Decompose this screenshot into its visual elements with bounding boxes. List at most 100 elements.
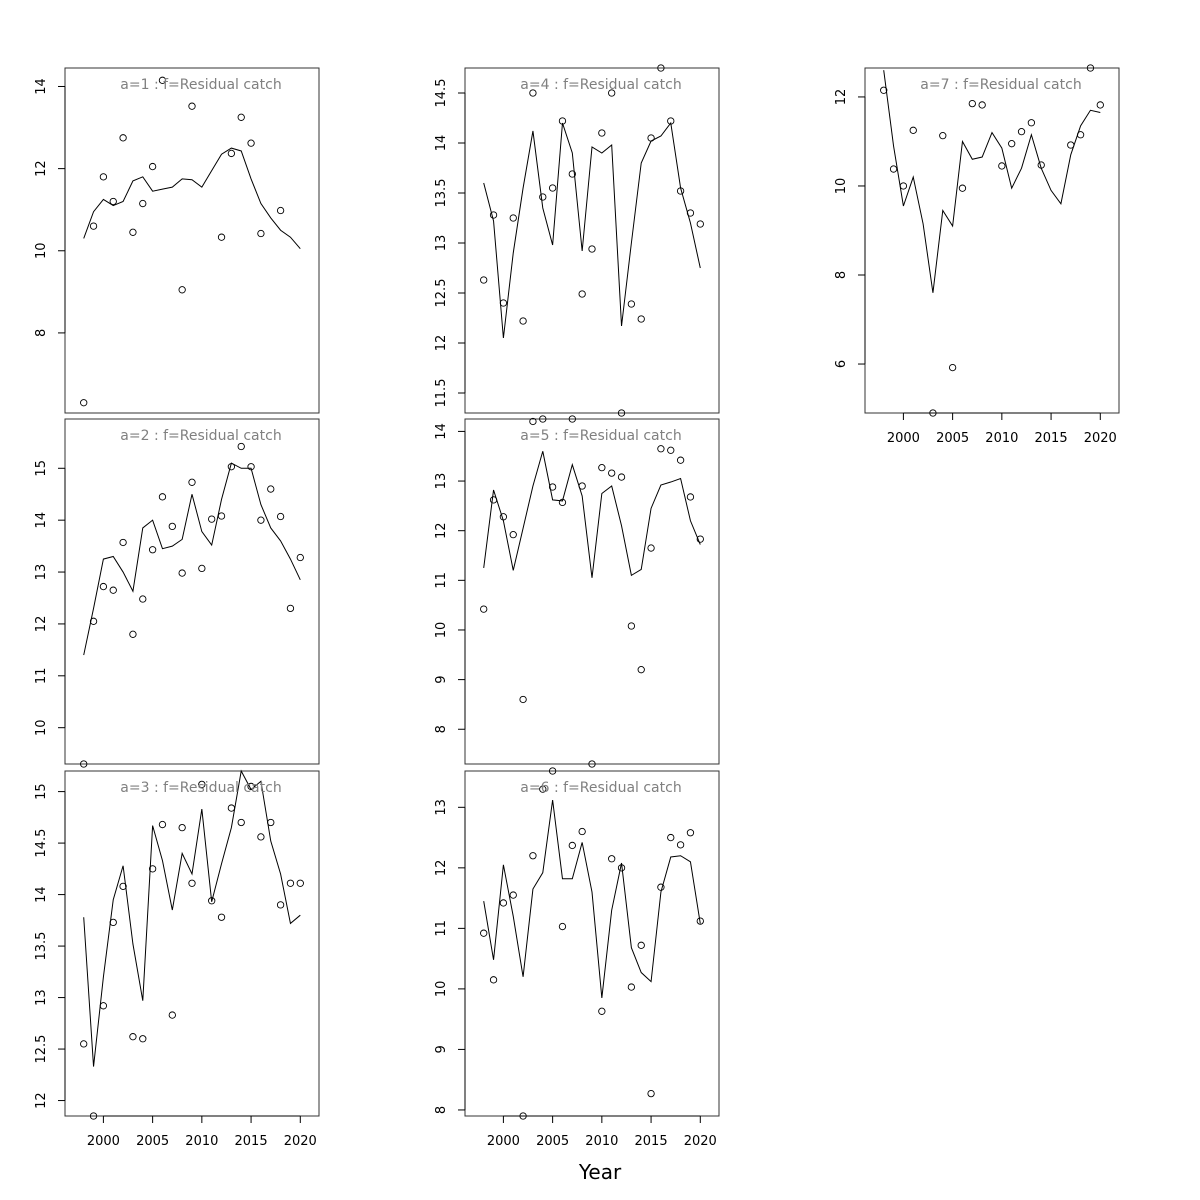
observed-point [676, 187, 685, 195]
observed-points [80, 780, 304, 1120]
x-tick-label: 2000 [887, 431, 920, 446]
y-tick-label: 12 [34, 160, 49, 177]
observed-point [667, 446, 675, 454]
observed-point [89, 222, 98, 230]
observed-point [237, 113, 245, 121]
observed-point [598, 1007, 606, 1015]
observed-point [617, 409, 626, 417]
observed-point [509, 891, 517, 899]
x-tick-label: 2010 [185, 1134, 218, 1149]
y-tick-label: 14 [34, 78, 49, 95]
panel-frame [464, 67, 720, 414]
observed-point [578, 482, 586, 490]
observed-point [188, 102, 196, 110]
observed-point [257, 229, 265, 238]
observed-point [568, 841, 576, 850]
fitted-series-line [483, 799, 701, 999]
y-tick-label: 8 [434, 725, 449, 733]
observed-point [148, 162, 157, 171]
y-axis: 10 11 12 13 14 15 [34, 460, 66, 736]
observed-point [568, 415, 576, 423]
x-axis: 2000 2005 2010 2015 2020 [487, 1115, 717, 1149]
observed-point [198, 564, 206, 573]
observed-point [558, 117, 567, 125]
fitted-series-line [83, 462, 301, 656]
observed-point [558, 498, 567, 507]
y-tick-label: 12 [434, 522, 449, 539]
observed-point [489, 211, 498, 219]
y-tick-label: 13 [434, 235, 449, 252]
panel-frame [64, 770, 320, 1117]
observed-point [247, 463, 255, 471]
observed-point [276, 901, 285, 909]
y-tick-label: 14 [434, 423, 449, 440]
y-tick-label: 14 [34, 512, 49, 529]
observed-point [267, 485, 275, 493]
observed-point [158, 820, 167, 829]
observed-point [99, 1002, 108, 1010]
observed-point [1086, 64, 1095, 72]
x-tick-label: 2020 [684, 1134, 717, 1149]
fitted-series-line [83, 147, 301, 250]
observed-point [558, 922, 567, 931]
observed-point [80, 399, 88, 407]
y-tick-label: 10 [434, 981, 449, 998]
observed-point [188, 879, 196, 887]
observed-point [899, 182, 908, 190]
y-axis: 8 10 12 14 [34, 78, 66, 337]
y-tick-label: 11 [34, 668, 49, 685]
observed-point [686, 829, 695, 837]
y-axis: 8 9 10 11 12 13 [434, 799, 466, 1114]
observed-point [489, 496, 498, 504]
x-tick-label: 2005 [936, 431, 969, 446]
observed-point [509, 214, 517, 222]
y-tick-label: 12 [834, 89, 849, 106]
observed-point [480, 929, 488, 937]
observed-point [257, 833, 265, 841]
y-tick-label: 10 [34, 242, 49, 259]
observed-point [208, 515, 216, 523]
observed-point [519, 695, 527, 704]
observed-point [109, 586, 117, 594]
observed-point [109, 918, 117, 927]
observed-point [286, 604, 295, 613]
y-tick-label: 11.5 [434, 379, 449, 408]
observed-point [158, 76, 167, 84]
observed-point [608, 855, 616, 863]
observed-point [227, 149, 236, 158]
observed-point [267, 818, 275, 827]
panel-frame [464, 770, 720, 1117]
observed-point [247, 139, 255, 147]
y-tick-label: 8 [434, 1106, 449, 1114]
observed-point [568, 170, 576, 178]
observed-point [276, 206, 285, 215]
observed-point [286, 879, 295, 887]
observed-point [880, 86, 888, 94]
observed-point [158, 493, 167, 501]
y-tick-label: 14 [34, 886, 49, 903]
observed-point [480, 605, 488, 613]
x-tick-label: 2010 [985, 431, 1018, 446]
observed-point [1027, 119, 1036, 127]
observed-point [929, 409, 937, 417]
observed-point [686, 493, 695, 501]
panel-title: a=7 : f=Residual catch [920, 77, 1081, 93]
y-tick-label: 13.5 [34, 932, 49, 961]
y-axis: 8 9 10 11 12 13 14 [434, 423, 466, 733]
observed-point [578, 290, 586, 298]
x-tick-label: 2020 [284, 1134, 317, 1149]
observed-point [1017, 128, 1026, 136]
x-tick-label: 2005 [536, 1134, 569, 1149]
observed-point [588, 245, 596, 253]
observed-point [676, 841, 685, 849]
observed-point [109, 197, 117, 206]
observed-point [129, 228, 137, 236]
observed-point [198, 780, 206, 789]
x-axis-title: Year [578, 1160, 622, 1184]
observed-point [578, 827, 586, 836]
observed-point [686, 209, 695, 217]
observed-point [237, 818, 245, 827]
y-axis: 6 8 10 12 [834, 89, 866, 368]
y-tick-label: 10 [834, 178, 849, 195]
observed-point [119, 134, 127, 142]
